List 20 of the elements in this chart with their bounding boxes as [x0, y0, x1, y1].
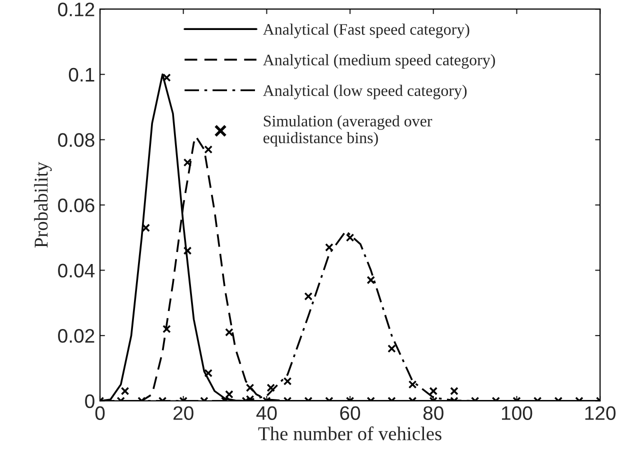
x-tick-label: 100: [502, 406, 532, 420]
x-axis-title: The number of vehicles: [258, 426, 442, 440]
y-axis-title: Probability: [34, 162, 52, 248]
legend-label: Analytical (medium speed category): [262, 54, 495, 69]
y-tick-label: 0.1: [68, 68, 94, 82]
y-tick-label: 0.08: [58, 133, 94, 147]
x-tick-label: 40: [256, 406, 277, 420]
y-tick-label: 0: [85, 394, 94, 408]
x-tick-label: 0: [95, 406, 105, 420]
y-tick-label: 0.02: [58, 329, 94, 343]
x-tick-label: 20: [174, 406, 194, 420]
y-tick-label: 0.06: [58, 198, 94, 212]
legend-label: Analytical (low speed category): [262, 84, 467, 100]
legend-label: Simulation (averaged over equidistance bins): [263, 115, 432, 147]
y-tick-label: 0.12: [58, 2, 94, 16]
x-tick-label: 120: [585, 406, 616, 420]
x-tick-label: 60: [340, 406, 360, 420]
x-tick-label: 80: [423, 406, 444, 420]
legend-label: Analytical (Fast speed category): [262, 24, 470, 38]
y-tick-label: 0.04: [58, 264, 95, 278]
